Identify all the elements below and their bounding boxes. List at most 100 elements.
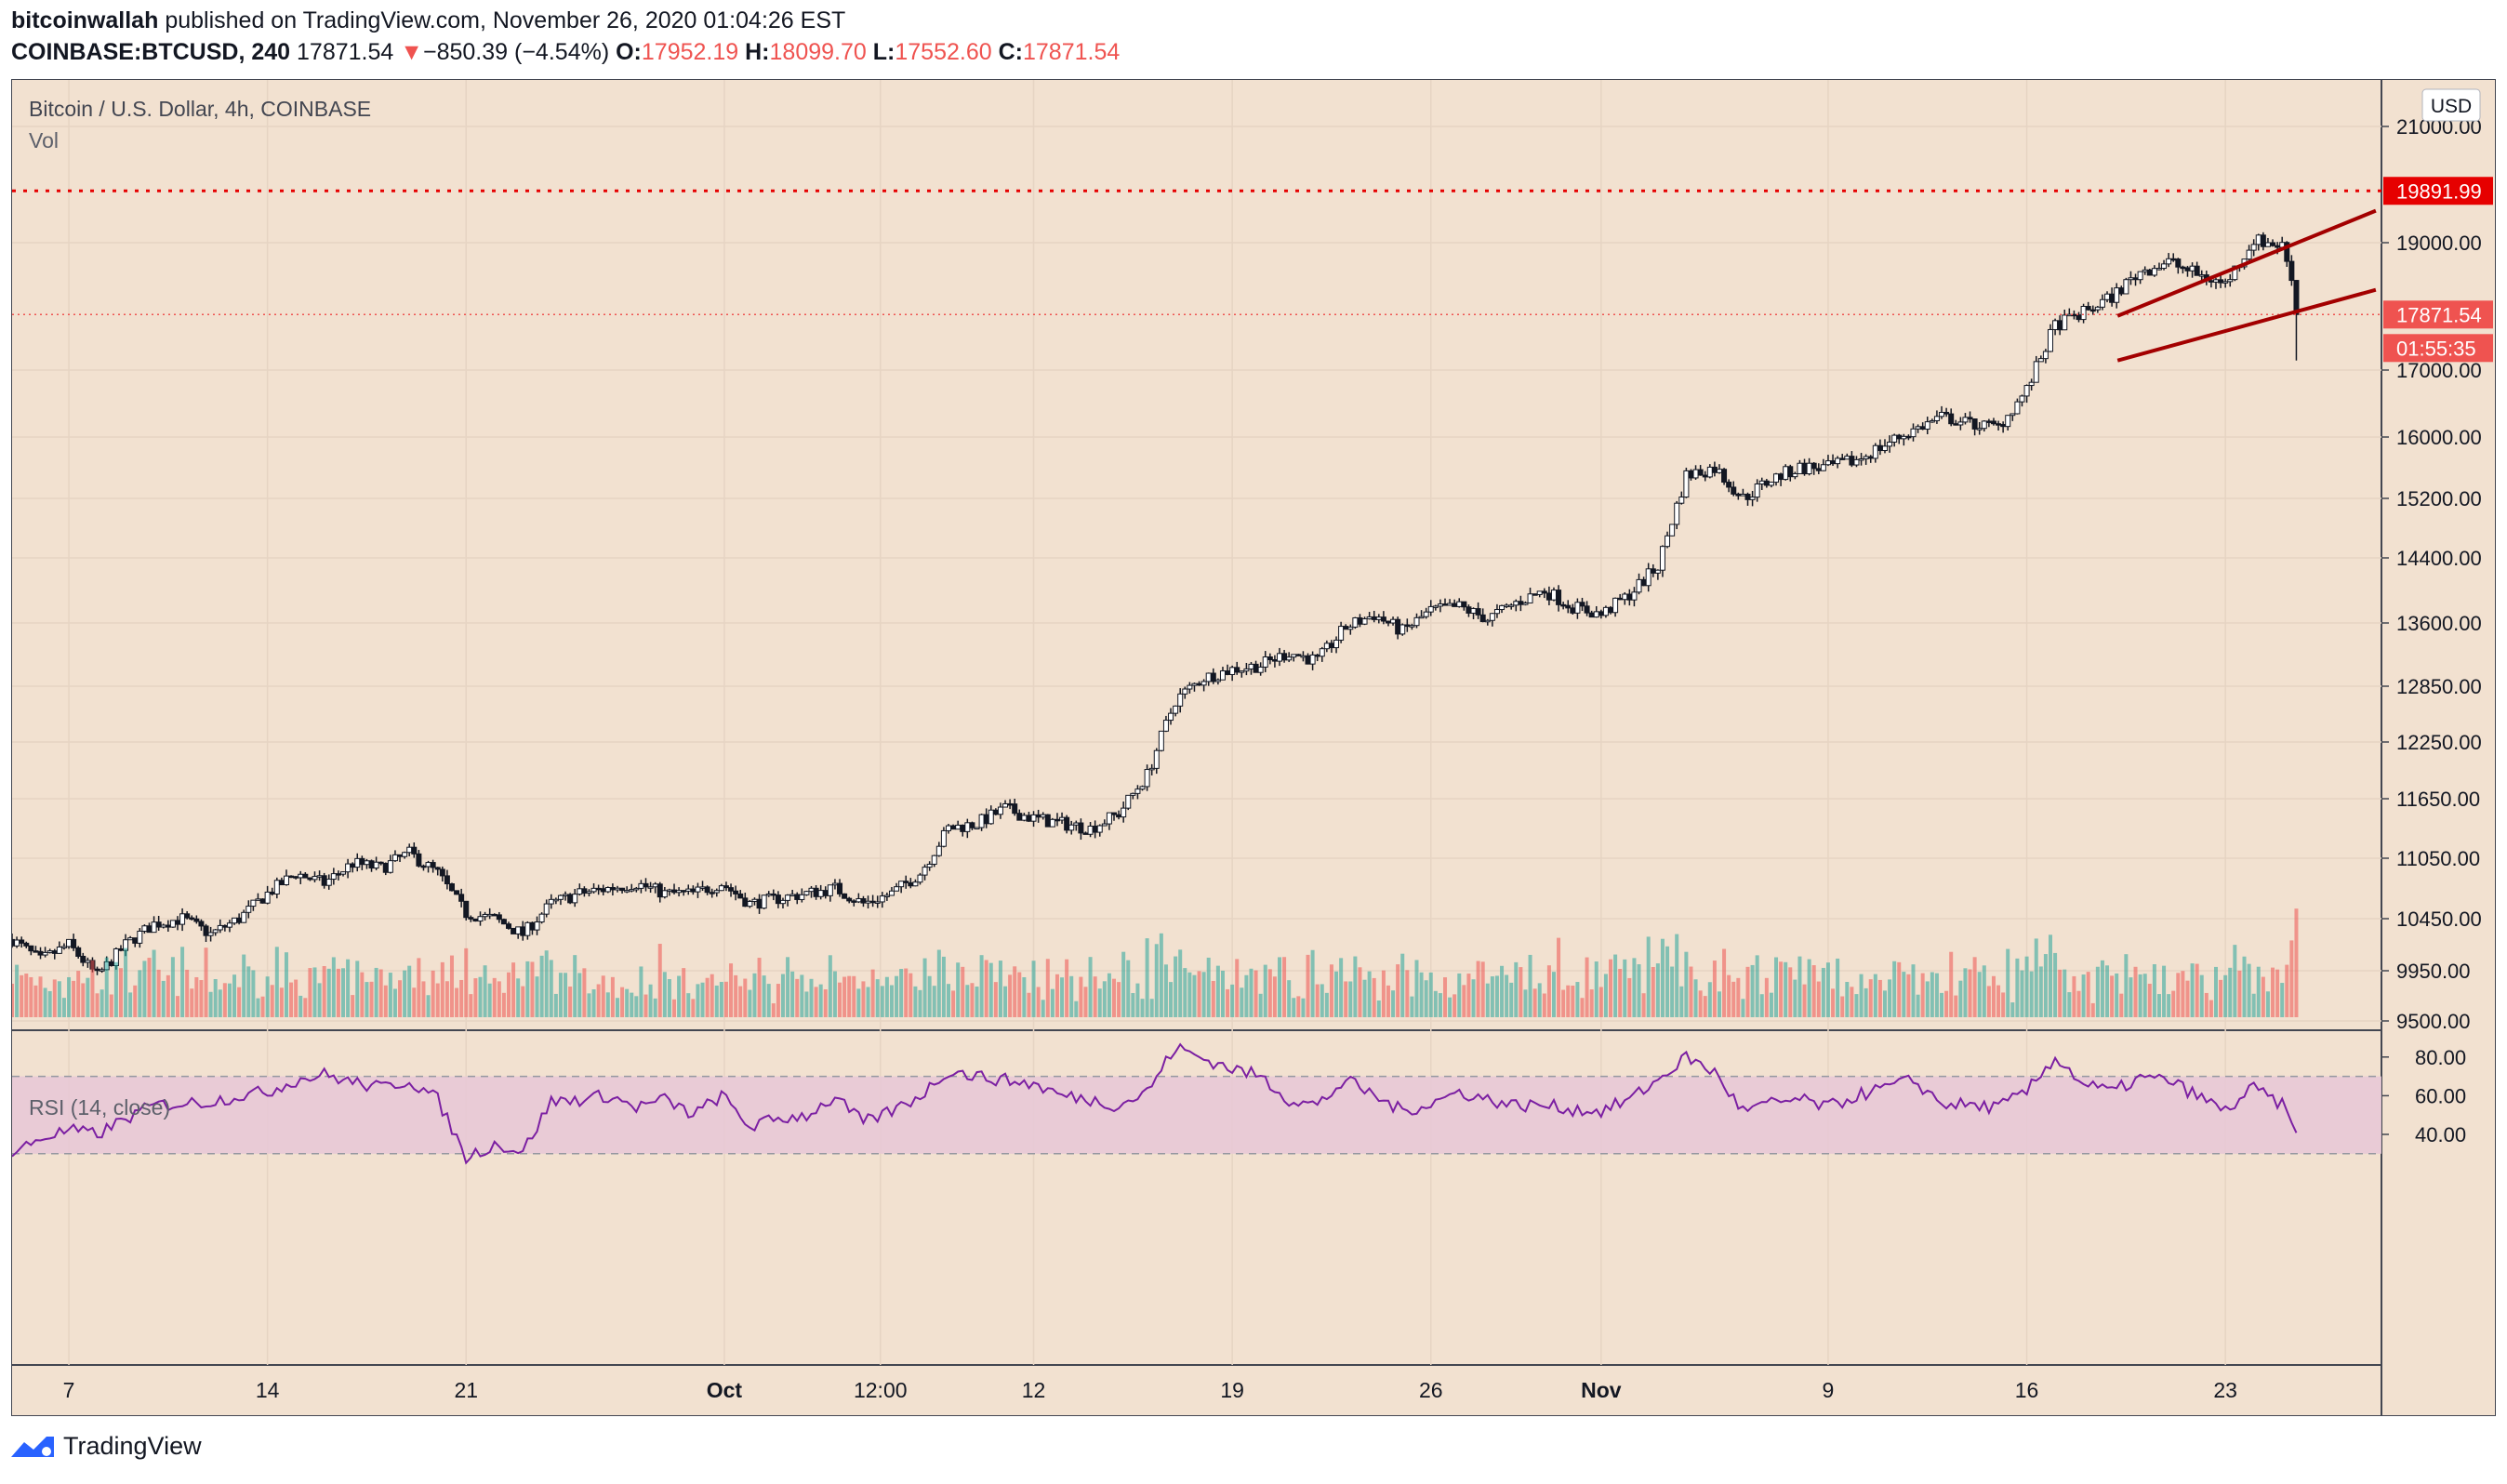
candle-up xyxy=(330,873,337,881)
candle-down xyxy=(770,893,776,896)
volume-bar xyxy=(1811,965,1816,1017)
volume-bar xyxy=(326,968,331,1017)
candle-up xyxy=(1602,606,1609,616)
volume-bar xyxy=(757,958,762,1017)
candle-down xyxy=(411,846,418,855)
candle-up xyxy=(1527,593,1533,603)
volume-bar xyxy=(147,958,152,1017)
candle-down xyxy=(1711,466,1718,473)
volume-bar xyxy=(1088,957,1093,1017)
volume-bar xyxy=(823,989,828,1017)
volume-bar xyxy=(2058,969,2063,1017)
volume-bar xyxy=(2247,963,2251,1017)
candle-down xyxy=(1801,462,1808,475)
candle-up xyxy=(1872,444,1878,459)
candle-down xyxy=(221,924,228,928)
candle-up xyxy=(827,884,833,896)
candle-down xyxy=(1697,469,1704,476)
candle-up xyxy=(1352,616,1359,628)
volume-bar xyxy=(1793,979,1797,1017)
volume-bar xyxy=(232,974,237,1017)
candle-up xyxy=(624,890,630,893)
candle-down xyxy=(307,877,313,881)
volume-bar xyxy=(2275,969,2280,1017)
volume-bar xyxy=(1263,964,1267,1017)
candle-up xyxy=(250,899,257,908)
candle-up xyxy=(563,894,569,896)
volume-bar xyxy=(1278,957,1282,1017)
candle-down xyxy=(1919,426,1926,431)
author-name[interactable]: bitcoinwallah xyxy=(11,7,159,33)
candle-up xyxy=(1173,705,1179,714)
price-tick-label: 11650.00 xyxy=(2396,788,2480,811)
volume-bar xyxy=(265,976,270,1017)
candle-down xyxy=(2175,258,2182,268)
volume-bar xyxy=(880,986,884,1017)
volume-bar xyxy=(95,993,99,1017)
candle-up xyxy=(799,894,805,900)
candle-down xyxy=(1702,474,1708,478)
volume-bar xyxy=(1334,971,1339,1017)
candle-up xyxy=(340,871,347,875)
candle-up xyxy=(817,890,824,897)
volume-bar xyxy=(459,979,464,1017)
candle-down xyxy=(1985,420,1992,423)
candle-down xyxy=(80,955,86,963)
candle-down xyxy=(454,890,460,895)
candle-up xyxy=(898,881,905,888)
volume-bar xyxy=(956,962,961,1017)
candle-down xyxy=(960,824,966,832)
candle-up xyxy=(997,806,1003,815)
candle-up xyxy=(391,854,398,862)
footer-brand[interactable]: TradingView xyxy=(9,1432,202,1461)
x-tick-label: 9 xyxy=(1823,1378,1835,1402)
candle-down xyxy=(690,888,696,893)
volume-bar xyxy=(1060,977,1065,1017)
candle-up xyxy=(1049,818,1055,828)
volume-bar xyxy=(582,968,587,1017)
volume-bar xyxy=(748,989,752,1017)
candle-down xyxy=(19,939,25,944)
candle-up xyxy=(577,888,583,895)
price-tick-label: 16000.00 xyxy=(2396,426,2482,449)
volume-bar xyxy=(1623,959,1627,1017)
volume-bar xyxy=(1703,996,1707,1017)
volume-bar xyxy=(2138,974,2142,1017)
volume-bar xyxy=(1372,977,1376,1017)
volume-bar xyxy=(1897,961,1902,1017)
candle-up xyxy=(2166,258,2172,265)
candle-up xyxy=(1508,604,1515,607)
volume-bar xyxy=(610,976,615,1017)
volume-bar xyxy=(691,999,696,1017)
candle-down xyxy=(359,857,365,866)
volume-bar xyxy=(483,965,487,1017)
volume-bar xyxy=(752,973,757,1017)
candle-down xyxy=(463,900,470,919)
volume-bar xyxy=(1996,985,2001,1017)
candle-up xyxy=(1891,434,1898,443)
candle-up xyxy=(2227,279,2234,283)
candle-up xyxy=(1177,693,1184,707)
price-chart[interactable]: 7 14 21 Oct 12:00 12 19 26 Nov 9 16 2321000.0019000… xyxy=(12,80,2495,1415)
candle-up xyxy=(1669,523,1676,537)
volume-bar xyxy=(61,998,66,1017)
volume-bar xyxy=(156,969,161,1017)
volume-bar xyxy=(591,989,596,1017)
candle-down xyxy=(1830,460,1837,465)
chart-frame[interactable]: 7 14 21 Oct 12:00 12 19 26 Nov 9 16 23 21000.00 19000… xyxy=(11,79,2496,1416)
volume-bar xyxy=(369,981,374,1017)
volume-bar xyxy=(2010,1002,2015,1017)
candle-down xyxy=(2288,260,2295,282)
rsi-band xyxy=(12,1076,2381,1154)
volume-bar xyxy=(634,996,639,1017)
candle-down xyxy=(1475,608,1481,616)
candle-up xyxy=(2189,265,2195,272)
candle-up xyxy=(1659,546,1665,571)
candle-up xyxy=(808,887,815,893)
volume-bar xyxy=(492,977,497,1017)
candle-up xyxy=(779,899,786,905)
candle-up xyxy=(316,875,323,878)
volume-bar xyxy=(1230,984,1235,1017)
volume-bar xyxy=(1954,995,1958,1017)
volume-bar xyxy=(553,993,558,1017)
